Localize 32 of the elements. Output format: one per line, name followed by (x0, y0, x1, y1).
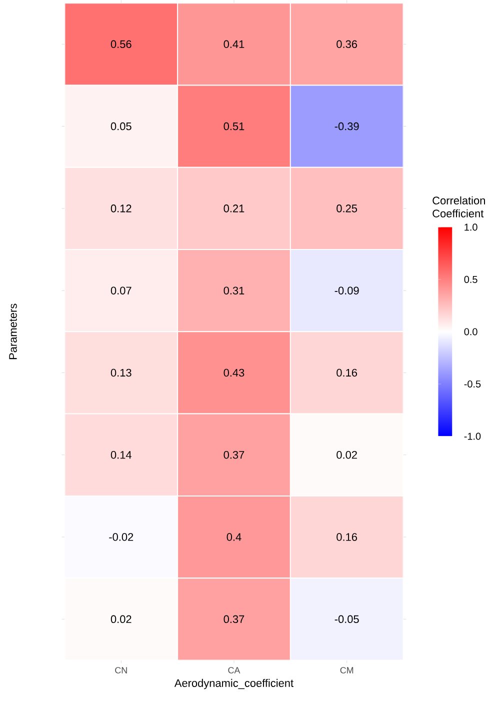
color-bar-label: 0.5 (464, 276, 478, 283)
color-bar-label: 1.0 (464, 224, 478, 231)
data-label: 0.14 (110, 450, 132, 459)
data-label: 0.05 (110, 122, 132, 130)
data-label: 0.43 (224, 368, 244, 377)
y-axis-title: Parameters (9, 304, 17, 360)
data-label: 0.37 (224, 615, 244, 624)
data-label: 0.37 (224, 450, 244, 459)
data-label: 0.36 (336, 40, 358, 48)
x-tick-label: CN (115, 667, 127, 674)
data-label: 0.31 (224, 286, 244, 294)
data-label: 0.25 (336, 204, 358, 212)
x-tick-label: CM (340, 667, 354, 674)
data-label: 0.13 (110, 368, 132, 377)
data-label: -0.05 (334, 615, 359, 624)
data-label: 0.02 (110, 615, 132, 624)
data-label: 0.41 (224, 40, 244, 48)
data-label: -0.02 (109, 533, 134, 541)
data-label: 0.4 (226, 533, 242, 541)
data-label: 0.21 (224, 204, 244, 212)
data-label: -0.39 (334, 122, 359, 130)
color-bar-label: 0.0 (464, 328, 478, 336)
data-label: 0.51 (224, 122, 244, 130)
color-bar-title: Correlation Coefficient (432, 196, 486, 218)
data-label: 0.56 (110, 40, 132, 48)
data-label: 0.02 (336, 450, 358, 459)
x-axis-title: Aerodynamic_coefficient (174, 678, 294, 690)
color-bar-label: -1.0 (464, 432, 481, 440)
color-bar-label: -0.5 (464, 380, 481, 388)
data-label: -0.09 (334, 286, 359, 294)
data-label: 0.16 (336, 368, 358, 377)
x-tick-label: CA (228, 667, 240, 674)
